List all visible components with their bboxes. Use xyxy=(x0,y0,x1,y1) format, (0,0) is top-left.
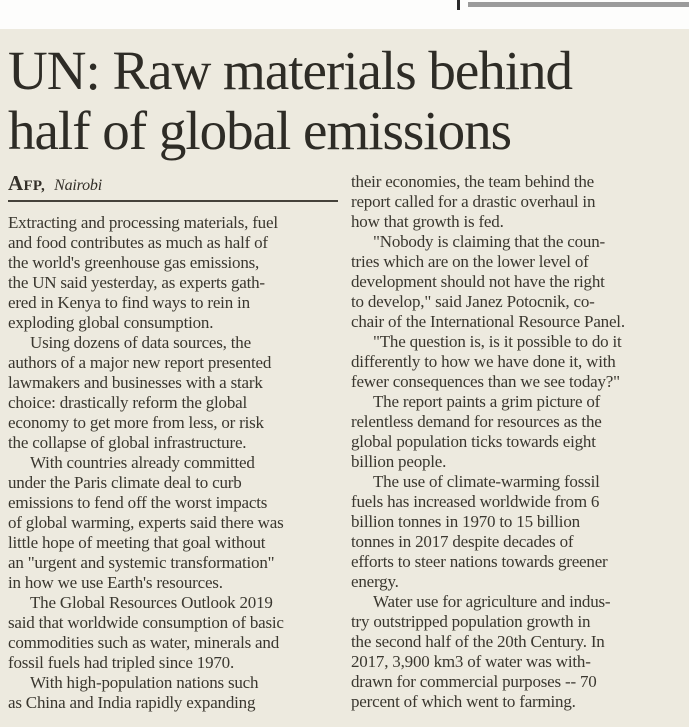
paragraph: With countries already committed under t… xyxy=(8,453,284,592)
byline: AFP, Nairobi xyxy=(8,172,338,194)
article-headline: UN: Raw materials behind half of global … xyxy=(8,40,573,161)
paragraph: With high-population nations such as Chi… xyxy=(8,673,259,712)
paragraph: "Nobody is claiming that the coun- tries… xyxy=(351,232,625,331)
paragraph: The use of climate-warming fossil fuels … xyxy=(351,472,608,591)
paragraph: The Global Resources Outlook 2019 said t… xyxy=(8,593,284,672)
paragraph: The report paints a grim picture of rele… xyxy=(351,392,602,471)
byline-agency: AFP, xyxy=(8,171,46,195)
paragraph: "The question is, is it possible to do i… xyxy=(351,332,622,391)
crop-tick-mark xyxy=(457,0,460,10)
paragraph: their economies, the team behind the rep… xyxy=(351,172,596,231)
byline-location: Nairobi xyxy=(54,177,102,194)
byline-rule xyxy=(8,200,338,202)
page-top-margin xyxy=(0,0,689,29)
column-right: their economies, the team behind the rep… xyxy=(351,172,681,713)
paragraph: Water use for agriculture and indus- try… xyxy=(351,592,611,711)
article-columns: AFP, Nairobi Extracting and processing m… xyxy=(8,172,681,713)
paragraph: Extracting and processing materials, fue… xyxy=(8,213,278,332)
paragraph: Using dozens of data sources, the author… xyxy=(8,333,272,452)
column-left: AFP, Nairobi Extracting and processing m… xyxy=(8,172,338,713)
article: UN: Raw materials behind half of global … xyxy=(0,29,689,727)
section-divider-rule xyxy=(468,2,689,7)
